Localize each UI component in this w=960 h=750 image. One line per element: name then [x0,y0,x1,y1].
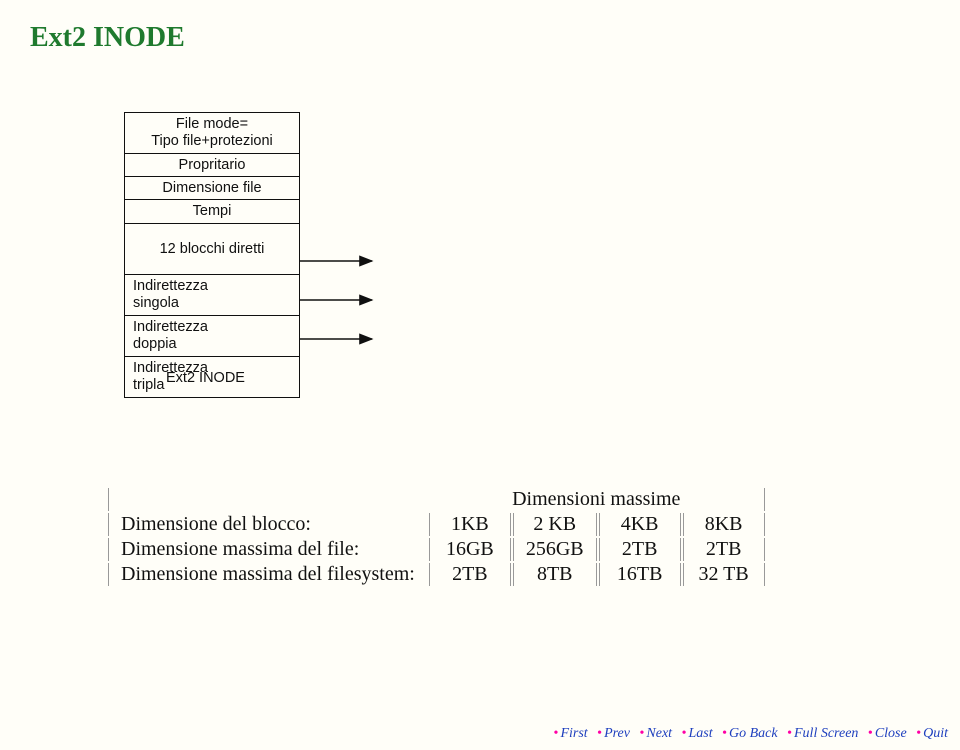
bullet-icon: • [682,726,687,741]
cell: 1KB [429,513,511,536]
cell: 4KB [599,513,681,536]
row-label: Dimensione massima del filesystem: [108,563,427,586]
slide-navbar: •First •Prev •Next •Last •Go Back •Full … [548,726,948,742]
page-title: Ext2 INODE [30,22,185,54]
table-header-empty [108,488,427,511]
inode-row-single-indirect: Indirettezzasingola [125,275,299,316]
table-row: Dimensione massima del file: 16GB 256GB … [108,538,765,561]
cell: 2TB [683,538,765,561]
bullet-icon: • [868,726,873,741]
cell: 16TB [599,563,681,586]
bullet-icon: • [722,726,727,741]
max-dimensions-table: Dimensioni massime Dimensione del blocco… [106,486,767,588]
table-header-row: Dimensioni massime [108,488,765,511]
cell: 16GB [429,538,511,561]
nav-close[interactable]: Close [875,726,907,741]
nav-prev[interactable]: Prev [604,726,630,741]
cell: 32 TB [683,563,765,586]
row-label: Dimensione del blocco: [108,513,427,536]
bullet-icon: • [787,726,792,741]
table-header-span: Dimensioni massime [429,488,765,511]
inode-row-direct: 12 blocchi diretti [125,224,299,275]
table-row: Dimensione del blocco: 1KB 2 KB 4KB 8KB [108,513,765,536]
inode-row-size: Dimensione file [125,177,299,200]
nav-goback[interactable]: Go Back [729,726,778,741]
inode-caption: Ext2 INODE [166,370,245,386]
bullet-icon: • [554,726,559,741]
cell: 2TB [599,538,681,561]
inode-row-double-indirect: Indirettezzadoppia [125,316,299,357]
inode-row-times: Tempi [125,200,299,223]
nav-fullscreen[interactable]: Full Screen [794,726,858,741]
bullet-icon: • [640,726,645,741]
inode-row-mode: File mode=Tipo file+protezioni [125,113,299,154]
row-label: Dimensione massima del file: [108,538,427,561]
bullet-icon: • [916,726,921,741]
nav-quit[interactable]: Quit [923,726,948,741]
cell: 8TB [513,563,597,586]
nav-next[interactable]: Next [646,726,672,741]
cell: 2 KB [513,513,597,536]
nav-first[interactable]: First [560,726,587,741]
bullet-icon: • [597,726,602,741]
cell: 256GB [513,538,597,561]
nav-last[interactable]: Last [688,726,712,741]
inode-structure: File mode=Tipo file+protezioni Propritar… [124,112,300,398]
table-row: Dimensione massima del filesystem: 2TB 8… [108,563,765,586]
inode-row-owner: Propritario [125,154,299,177]
cell: 8KB [683,513,765,536]
cell: 2TB [429,563,511,586]
